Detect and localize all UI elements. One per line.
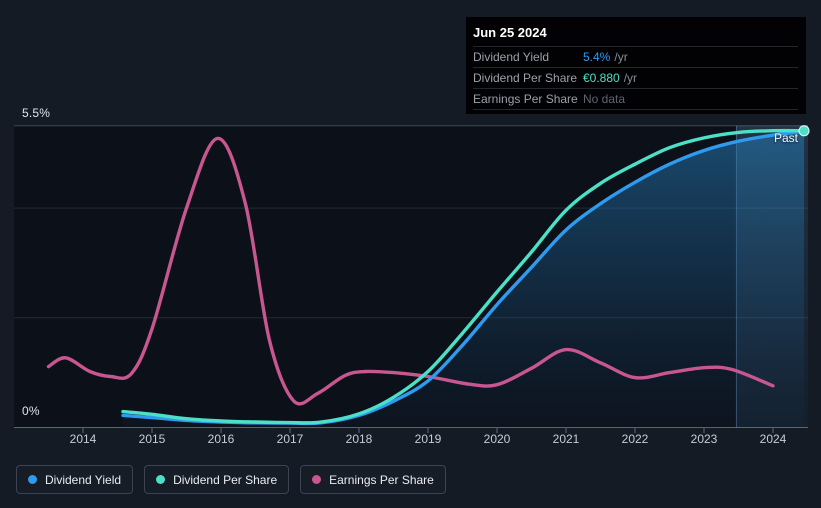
- tooltip-row-label: Dividend Per Share: [473, 71, 578, 85]
- legend-item-label: Earnings Per Share: [329, 472, 434, 487]
- tooltip-row-suffix: /yr: [623, 71, 638, 85]
- tooltip-row-value: 5.4%: [583, 50, 611, 64]
- x-axis-label: 2014: [69, 432, 97, 446]
- tooltip-row-dividend-per-share: Dividend Per Share €0.880 /yr: [473, 67, 798, 88]
- x-axis-label: 2018: [345, 432, 373, 446]
- x-axis-label: 2016: [207, 432, 235, 446]
- x-axis-label: 2019: [414, 432, 442, 446]
- legend-dot-icon: [28, 475, 37, 484]
- x-axis-label: 2021: [552, 432, 580, 446]
- past-region-label: Past: [773, 131, 798, 145]
- chart-legend: Dividend Yield Dividend Per Share Earnin…: [16, 465, 446, 494]
- chart-tooltip: Jun 25 2024 Dividend Yield 5.4% /yr Divi…: [466, 17, 806, 114]
- tooltip-row-label: Dividend Yield: [473, 50, 550, 64]
- earnings-per-share-line: [46, 136, 775, 406]
- legend-dot-icon: [312, 475, 322, 484]
- x-axis-label: 2024: [759, 432, 787, 446]
- x-axis-label: 2017: [276, 432, 304, 446]
- y-axis-top-label: 5.5%: [22, 106, 51, 120]
- legend-item-label: Dividend Yield: [45, 472, 122, 487]
- tooltip-row-value: No data: [583, 92, 626, 106]
- x-axis-label: 2015: [138, 432, 166, 446]
- dividend-yield-area: [123, 131, 805, 428]
- tooltip-row-label: Earnings Per Share: [473, 92, 578, 106]
- tooltip-row-suffix: /yr: [614, 50, 628, 64]
- x-axis-label: 2023: [690, 432, 718, 446]
- tooltip-row-value: €0.880: [583, 71, 620, 85]
- tooltip-row-dividend-yield: Dividend Yield 5.4% /yr: [473, 46, 798, 67]
- y-axis-bottom-label: 0%: [22, 404, 40, 418]
- legend-item-earnings-per-share[interactable]: Earnings Per Share: [300, 465, 446, 494]
- dividend-per-share-line: [121, 128, 806, 425]
- x-axis-label: 2022: [621, 432, 649, 446]
- legend-dot-icon: [156, 475, 166, 484]
- legend-item-dividend-yield[interactable]: Dividend Yield: [16, 465, 134, 494]
- legend-item-label: Dividend Per Share: [173, 472, 278, 487]
- tooltip-date: Jun 25 2024: [473, 25, 547, 40]
- legend-item-dividend-per-share[interactable]: Dividend Per Share: [144, 465, 290, 494]
- tooltip-row-earnings-per-share: Earnings Per Share No data: [473, 88, 798, 110]
- series-end-marker: [798, 125, 810, 137]
- x-axis-label: 2020: [483, 432, 511, 446]
